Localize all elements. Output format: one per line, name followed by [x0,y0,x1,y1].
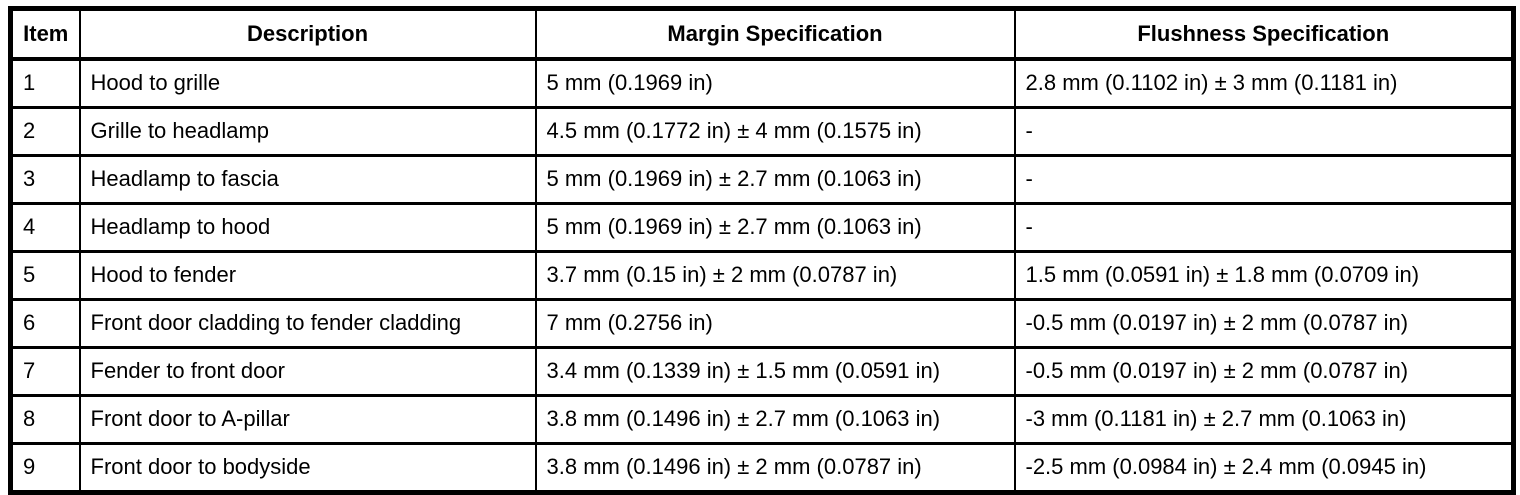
header-description: Description [78,7,537,61]
header-flushness-specification: Flushness Specification [1013,7,1515,61]
cell-description: Hood to fender [78,250,537,301]
table-row: 6 Front door cladding to fender cladding 7… [9,298,1515,349]
cell-description: Headlamp to hood [78,202,537,253]
spec-table-body: 1 Hood to grille 5 mm (0.1969 in) 2.8 mm (0… [9,57,1515,494]
cell-margin: 3.8 mm (0.1496 in) ± 2.7 mm (0.1063 in) [534,394,1016,445]
table-row: 7 Fender to front door 3.4 mm (0.1339 in) … [9,346,1515,397]
header-margin-specification: Margin Specification [534,7,1016,61]
table-row: 3 Headlamp to fascia 5 mm (0.1969 in) ± 2.… [9,154,1515,205]
table-row: 5 Hood to fender 3.7 mm (0.15 in) ± 2 mm (… [9,250,1515,301]
table-row: 1 Hood to grille 5 mm (0.1969 in) 2.8 mm (0… [9,57,1515,109]
cell-flushness: 2.8 mm (0.1102 in) ± 3 mm (0.1181 in) [1013,57,1515,109]
cell-item: 4 [9,202,81,253]
cell-margin: 5 mm (0.1969 in) [534,57,1016,109]
cell-flushness: -2.5 mm (0.0984 in) ± 2.4 mm (0.0945 in) [1013,442,1515,494]
cell-flushness: -0.5 mm (0.0197 in) ± 2 mm (0.0787 in) [1013,346,1515,397]
cell-flushness: 1.5 mm (0.0591 in) ± 1.8 mm (0.0709 in) [1013,250,1515,301]
table-row: 8 Front door to A-pillar 3.8 mm (0.1496 in… [9,394,1515,445]
cell-item: 2 [9,106,81,157]
table-header: Item Description Margin Specification Fl… [9,7,1515,61]
cell-item: 7 [9,346,81,397]
spec-table: Item Description Margin Specification Fl… [8,6,1516,495]
cell-margin: 5 mm (0.1969 in) ± 2.7 mm (0.1063 in) [534,154,1016,205]
table-row: 4 Headlamp to hood 5 mm (0.1969 in) ± 2.7 … [9,202,1515,253]
cell-flushness: - [1013,202,1515,253]
cell-item: 3 [9,154,81,205]
cell-description: Fender to front door [78,346,537,397]
cell-description: Front door cladding to fender cladding [78,298,537,349]
cell-description: Headlamp to fascia [78,154,537,205]
cell-margin: 7 mm (0.2756 in) [534,298,1016,349]
header-item: Item [9,7,81,61]
cell-item: 8 [9,394,81,445]
table-row: 2 Grille to headlamp 4.5 mm (0.1772 in) ± … [9,106,1515,157]
cell-description: Front door to bodyside [78,442,537,494]
cell-margin: 3.7 mm (0.15 in) ± 2 mm (0.0787 in) [534,250,1016,301]
cell-flushness: - [1013,154,1515,205]
cell-description: Front door to A-pillar [78,394,537,445]
cell-item: 1 [9,57,81,109]
table-header-row: Item Description Margin Specification Fl… [9,7,1515,61]
cell-flushness: - [1013,106,1515,157]
cell-margin: 3.4 mm (0.1339 in) ± 1.5 mm (0.0591 in) [534,346,1016,397]
cell-margin: 5 mm (0.1969 in) ± 2.7 mm (0.1063 in) [534,202,1016,253]
table-row: 9 Front door to bodyside 3.8 mm (0.1496 in… [9,442,1515,494]
cell-margin: 4.5 mm (0.1772 in) ± 4 mm (0.1575 in) [534,106,1016,157]
cell-item: 6 [9,298,81,349]
cell-item: 9 [9,442,81,494]
cell-flushness: -0.5 mm (0.0197 in) ± 2 mm (0.0787 in) [1013,298,1515,349]
cell-description: Grille to headlamp [78,106,537,157]
cell-description: Hood to grille [78,57,537,109]
cell-item: 5 [9,250,81,301]
cell-margin: 3.8 mm (0.1496 in) ± 2 mm (0.0787 in) [534,442,1016,494]
cell-flushness: -3 mm (0.1181 in) ± 2.7 mm (0.1063 in) [1013,394,1515,445]
